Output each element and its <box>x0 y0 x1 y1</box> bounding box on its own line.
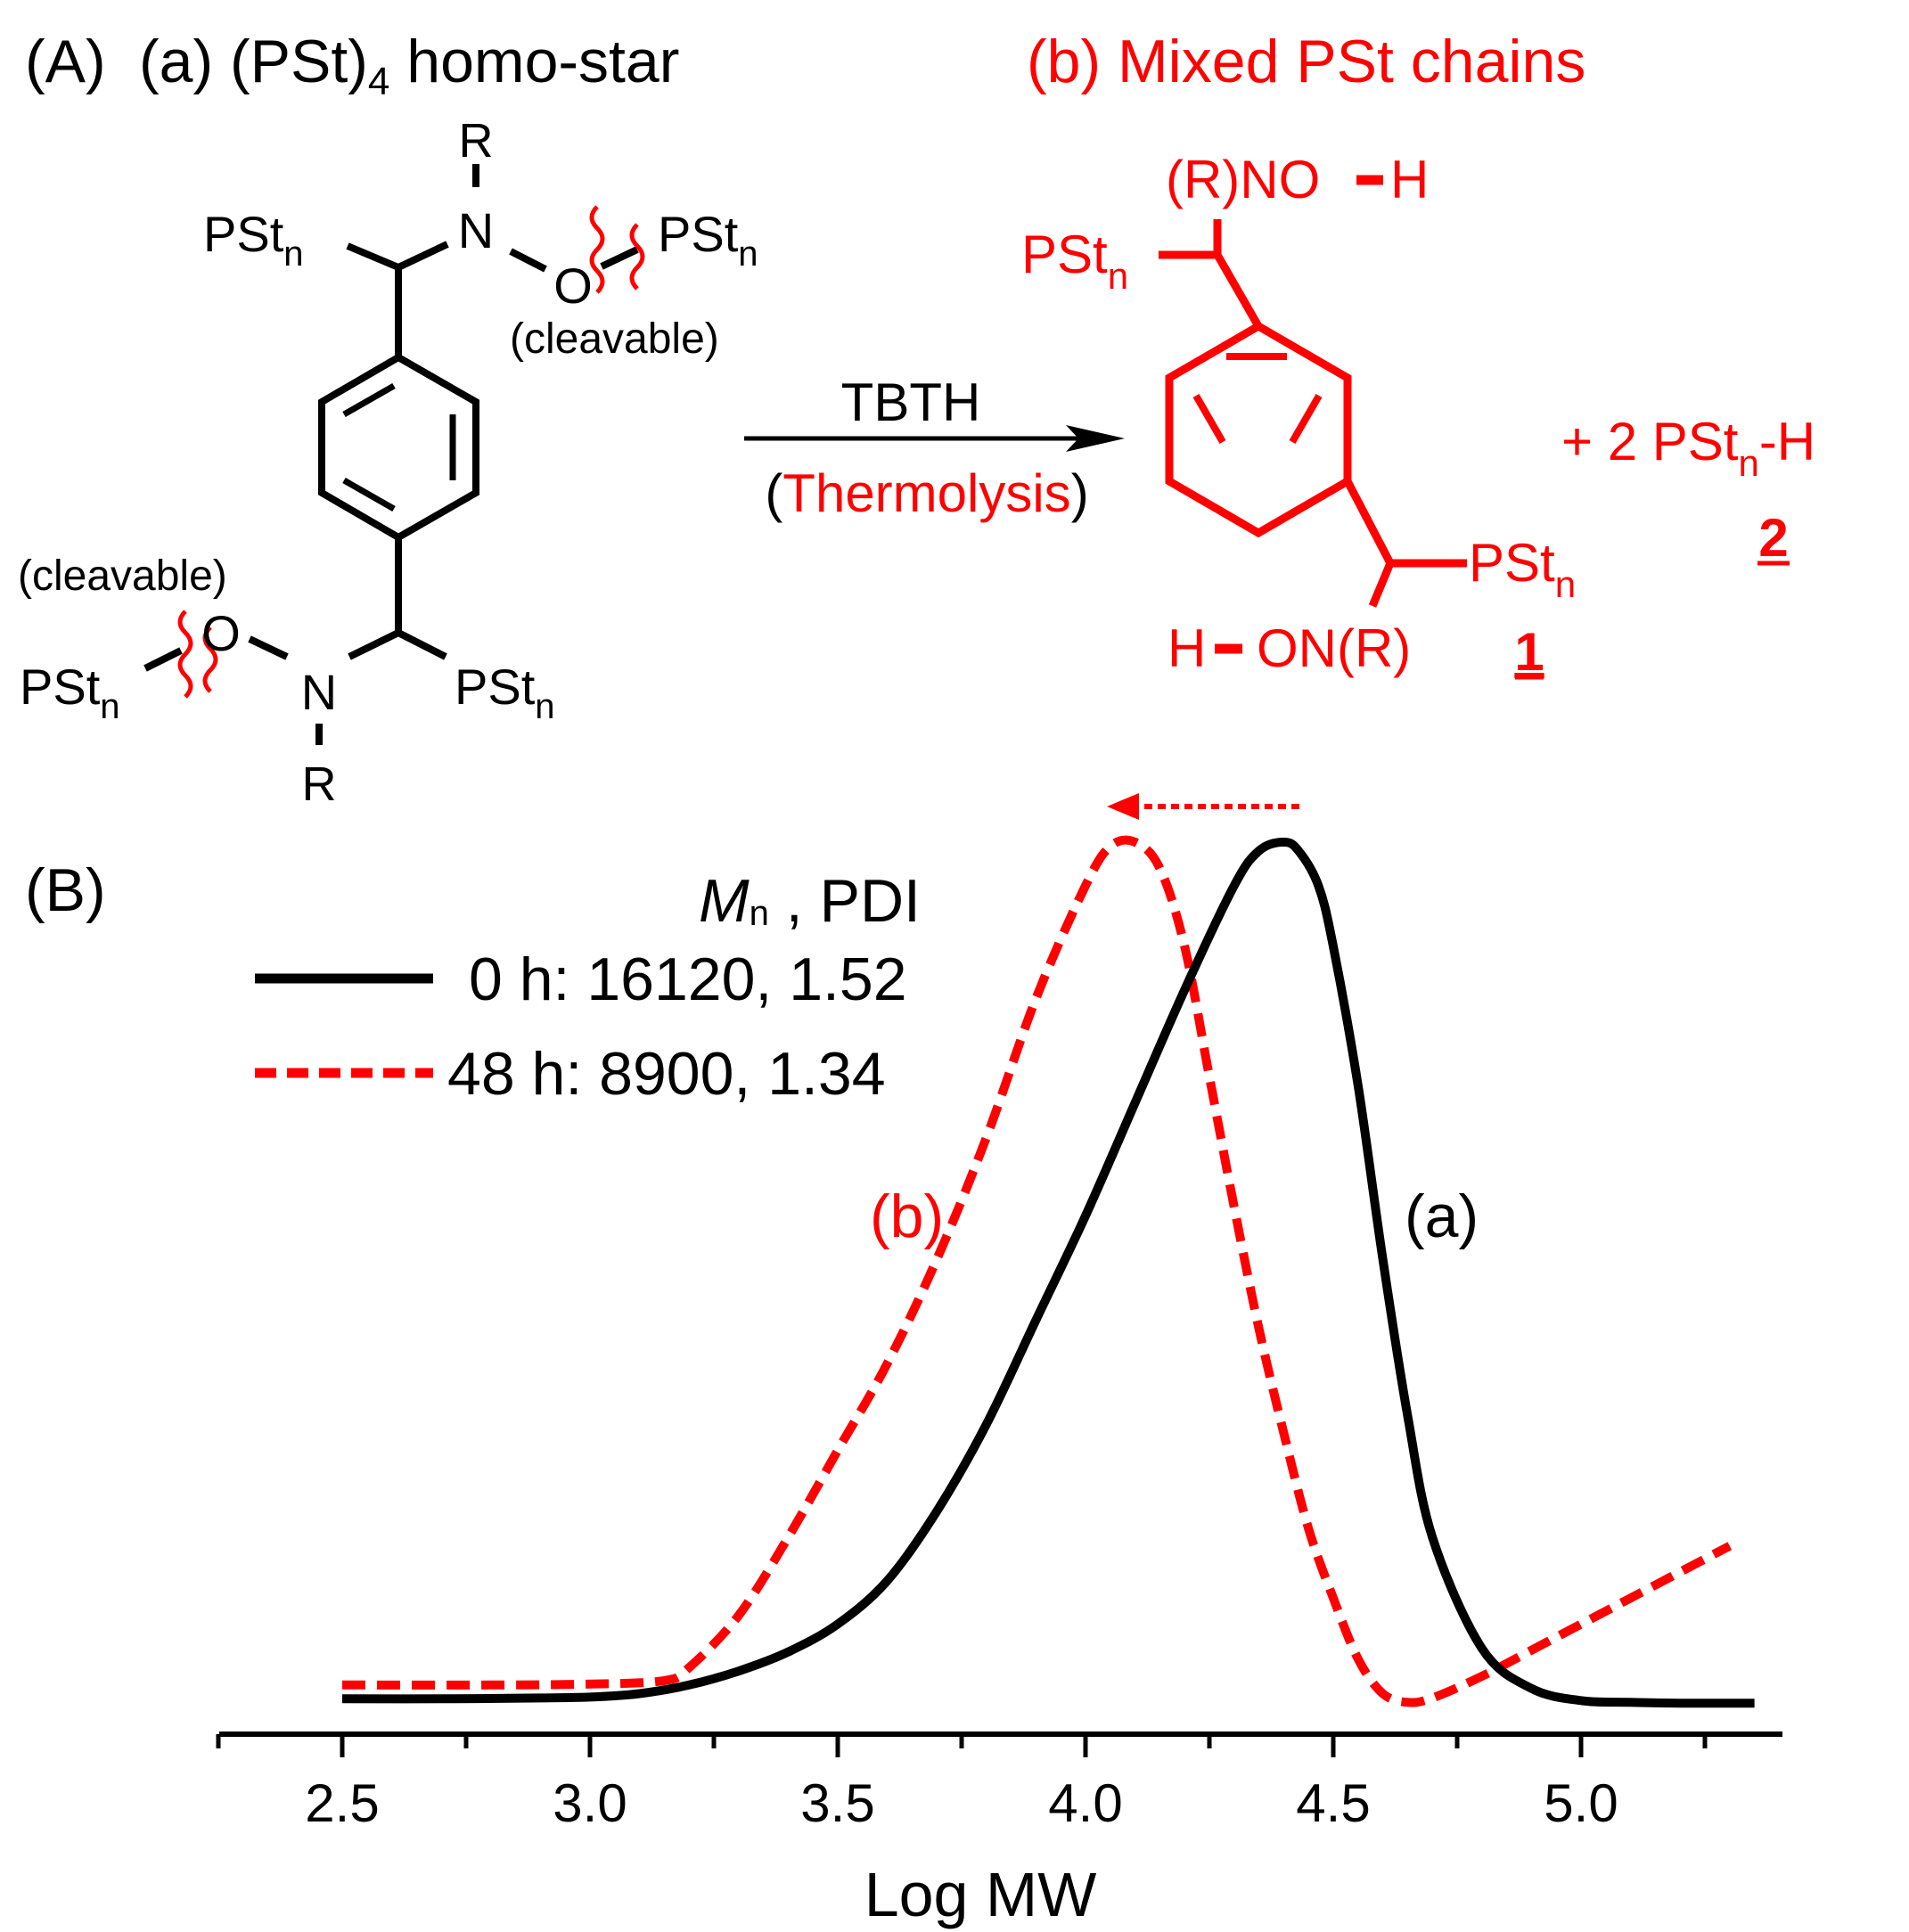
x-tick-label: 3.0 <box>553 1773 627 1833</box>
panel-a-label: (A) <box>25 28 106 95</box>
bond-line <box>348 629 400 660</box>
product-2-label: 2 <box>1758 508 1788 568</box>
cleavage-wavy-mark <box>629 223 645 291</box>
title-homo-star-suffix: homo-star <box>389 28 679 95</box>
cleavable-label-top: (cleavable) <box>510 315 719 363</box>
arrowhead <box>1066 425 1125 452</box>
bond-line <box>600 246 639 270</box>
bond-line <box>509 248 547 273</box>
x-tick-label: 4.0 <box>1048 1773 1122 1833</box>
hydroxylamine-top: (R)NO <box>1166 150 1320 209</box>
title-homo-star-prefix: (a) (PSt) <box>139 28 368 95</box>
x-axis-label: Log MW <box>864 1860 1097 1929</box>
cleavable-label-bottom: (cleavable) <box>18 553 227 600</box>
bond-line <box>248 635 289 660</box>
shift-arrowhead <box>1107 793 1139 820</box>
product-1-label: 1 <box>1514 622 1544 682</box>
legend-label-48h: 48 h: 8900, 1.34 <box>447 1040 886 1108</box>
ring-double-bond <box>342 477 396 512</box>
x-axis-ticks: 2.5 3.0 3.5 4.0 4.5 5.0 <box>216 1734 1708 1833</box>
pst-label-top-right: PStn <box>658 206 758 274</box>
cleavage-wavy-mark <box>202 626 218 693</box>
x-tick-label: 3.5 <box>800 1773 874 1833</box>
panel-a: (A) (a) (PSt)4 homo-star (b) Mixed PSt c… <box>18 28 1815 811</box>
product-ring-double-bond <box>1192 394 1226 444</box>
homo-star-structure: R N O PStn PStn (cleavable) (cleavable) … <box>18 114 758 811</box>
product-bond-line <box>1344 479 1394 566</box>
title-homo-star-subscript: 4 <box>368 60 389 103</box>
curve-label-a: (a) <box>1405 1183 1479 1250</box>
pst-label-top-left: PStn <box>203 206 304 274</box>
pst-label-bottom-left: PStn <box>20 659 120 726</box>
atom-r-bottom: R <box>302 757 337 811</box>
bond-line <box>143 647 183 672</box>
pst-label-bottom-right: PStn <box>455 659 555 726</box>
ring-double-bond <box>342 382 396 418</box>
product-benzene-ring <box>1165 321 1352 538</box>
bond-line <box>397 241 449 271</box>
panel-b: (B) Mn , PDI 0 h: 16120, 1.52 48 h: 8900… <box>25 793 1782 1929</box>
curve-label-b: (b) <box>870 1183 944 1250</box>
series-line-0h <box>341 838 1755 1708</box>
product-bond-line <box>1368 561 1395 608</box>
pst-label-product-top: PStn <box>1021 225 1128 297</box>
hydroxylamine-bottom: ON(R) <box>1257 618 1411 678</box>
reagent-label: TBTH <box>841 372 981 432</box>
atom-o-bottom: O <box>201 605 241 661</box>
title-homo-star: (a) (PSt)4 homo-star <box>139 28 679 103</box>
atom-o-top: O <box>553 258 593 314</box>
atom-h-bottom: H <box>1168 618 1206 678</box>
x-tick-label: 4.5 <box>1296 1773 1370 1833</box>
legend: Mn , PDI 0 h: 16120, 1.52 48 h: 8900, 1.… <box>255 867 921 1108</box>
condition-label: (Thermolysis) <box>765 463 1088 523</box>
cleavage-wavy-mark <box>177 610 193 699</box>
cleavage-wavy-mark <box>589 205 605 294</box>
legend-label-0h: 0 h: 16120, 1.52 <box>469 946 907 1013</box>
title-mixed-chains: (b) Mixed PSt chains <box>1027 28 1585 95</box>
x-tick-label: 2.5 <box>305 1773 379 1833</box>
atom-r-top: R <box>459 114 494 168</box>
bond-line <box>346 242 400 271</box>
atom-n-top: N <box>458 202 494 258</box>
pst-label-product-bottom: PStn <box>1469 533 1576 605</box>
panel-b-label: (B) <box>25 856 106 924</box>
legend-header: Mn , PDI <box>699 867 921 935</box>
atom-n-bottom: N <box>301 664 337 720</box>
bond-line <box>397 629 447 660</box>
series-line-48h <box>341 835 1733 1707</box>
product-ring-double-bond <box>1289 394 1323 444</box>
x-tick-label: 5.0 <box>1544 1773 1618 1833</box>
product-2-formula: + 2 PStn-H <box>1561 412 1815 484</box>
product-bond-line <box>1214 252 1262 329</box>
reaction-arrow: TBTH (Thermolysis) <box>744 372 1125 523</box>
product-structure: (R)NO H PStn PStn H ON(R) 1 + 2 PStn-H 2 <box>1021 150 1815 682</box>
atom-h-top: H <box>1390 150 1429 209</box>
